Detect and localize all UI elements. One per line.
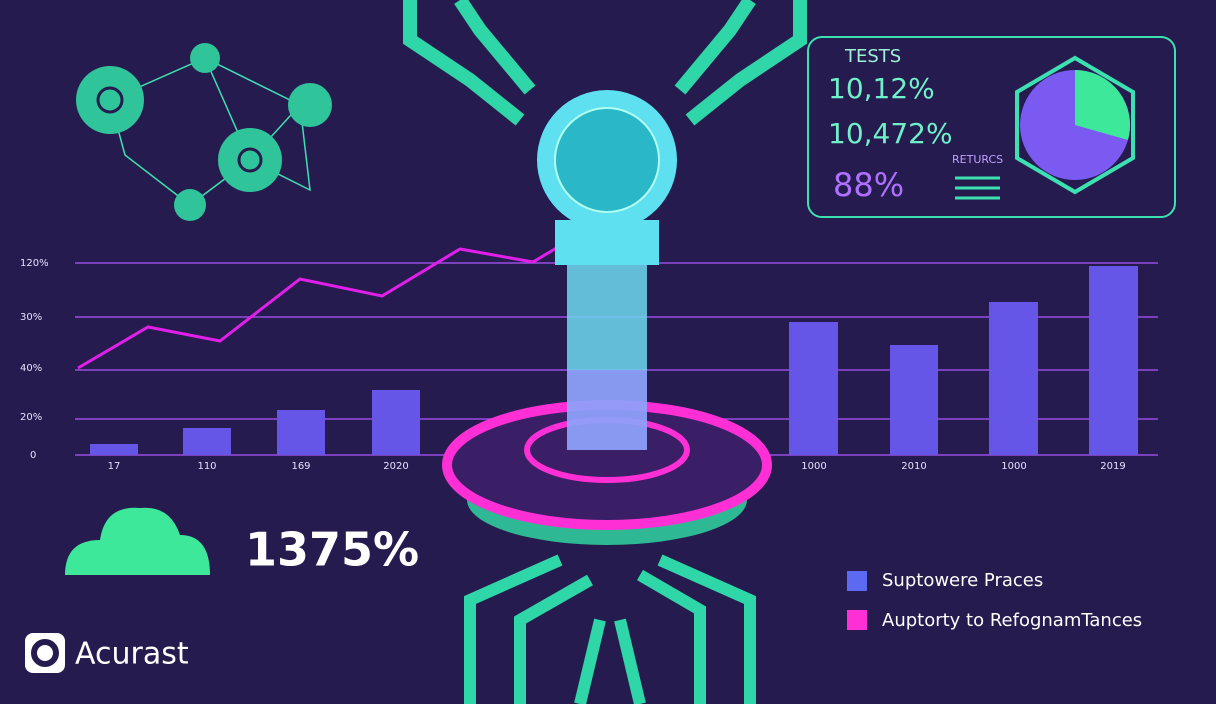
x-label: 2019	[1100, 461, 1125, 472]
y-label: 20%	[20, 412, 42, 423]
gears	[76, 43, 332, 221]
hexagon	[1015, 55, 1135, 195]
x-label: 110	[197, 461, 216, 472]
y-label: 0	[30, 450, 36, 461]
y-label: 120%	[20, 258, 49, 269]
legend-swatch	[847, 571, 867, 591]
stat: 10,472%	[828, 117, 953, 150]
y-label: 30%	[20, 312, 42, 323]
legend-swatch	[847, 610, 867, 630]
brand-logo-mark	[31, 639, 59, 667]
lines-icon	[955, 176, 1000, 200]
brand-logo	[25, 633, 65, 673]
robot-arms	[403, 0, 807, 126]
x-label: 2020	[383, 461, 408, 472]
legend-label: Suptowere Praces	[882, 570, 1043, 591]
panel-title: TESTS	[844, 46, 901, 67]
brand-name: Acurast	[75, 637, 189, 672]
bars	[90, 266, 1138, 455]
x-label: 2010	[901, 461, 926, 472]
x-label: 169	[291, 461, 310, 472]
x-label: 17	[108, 461, 121, 472]
legend-label: Auptorty to RefognamTances	[882, 610, 1142, 631]
trend-line	[77, 238, 571, 370]
x-label: 1000	[801, 461, 826, 472]
cloud	[65, 507, 210, 575]
stat: 88%	[833, 166, 904, 204]
big-stat: 1375%	[245, 523, 419, 577]
panel-label: RETURCS	[952, 153, 1003, 166]
y-label: 40%	[20, 363, 42, 374]
pie-icon-slice	[1075, 69, 1131, 140]
x-label: 1000	[1001, 461, 1026, 472]
stats-panel	[807, 36, 1176, 218]
central-device	[442, 90, 772, 704]
stat: 10,12%	[828, 72, 935, 105]
